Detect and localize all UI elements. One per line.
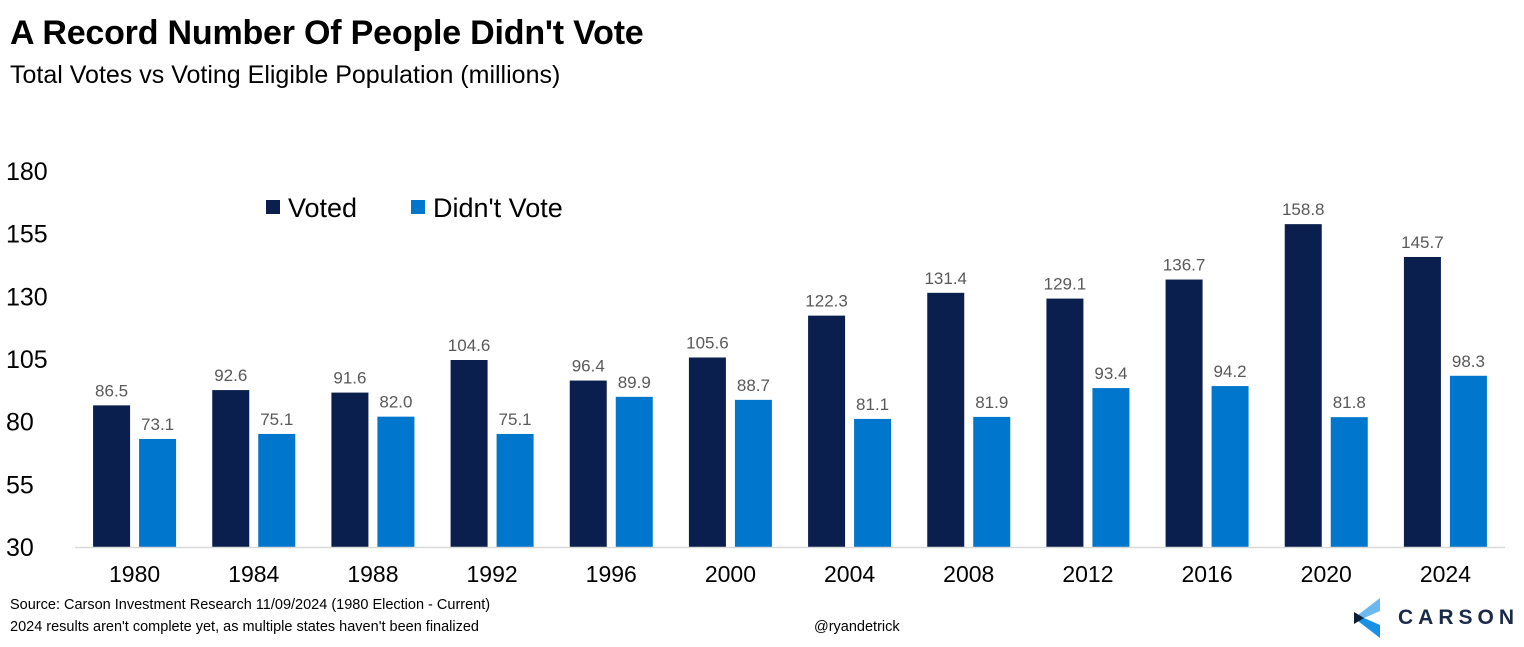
data-label-didnt-vote-2008: 81.9 xyxy=(975,393,1008,412)
data-label-voted-2008: 131.4 xyxy=(924,269,967,288)
bars xyxy=(93,224,1487,547)
bar-didnt-vote-2024 xyxy=(1449,375,1487,547)
data-label-voted-2020: 158.8 xyxy=(1282,200,1325,219)
data-label-didnt-vote-1988: 82.0 xyxy=(379,393,412,412)
author-handle: @ryandetrick xyxy=(814,619,900,635)
bar-voted-2012 xyxy=(1046,298,1084,547)
bar-didnt-vote-2004 xyxy=(854,418,892,547)
data-label-didnt-vote-2004: 81.1 xyxy=(856,395,889,414)
bar-didnt-vote-2000 xyxy=(734,399,772,547)
data-label-didnt-vote-2000: 88.7 xyxy=(737,376,770,395)
data-label-voted-2000: 105.6 xyxy=(686,333,729,352)
x-tick-label: 1980 xyxy=(109,561,160,587)
data-label-voted-2016: 136.7 xyxy=(1163,256,1206,275)
bar-didnt-vote-2020 xyxy=(1330,417,1368,547)
source-note: Source: Carson Investment Research 11/09… xyxy=(10,597,491,613)
data-label-didnt-vote-1980: 73.1 xyxy=(141,415,174,434)
x-tick-label: 1992 xyxy=(466,561,517,587)
y-axis: 30 55 80 105 130 155 180 xyxy=(6,158,48,562)
bar-didnt-vote-1996 xyxy=(615,396,653,547)
bar-didnt-vote-2012 xyxy=(1092,388,1130,547)
chart-title: A Record Number Of People Didn't Vote xyxy=(10,14,644,52)
bar-didnt-vote-1992 xyxy=(496,433,534,547)
x-axis: 1980 1984 1988 1992 1996 2000 2004 2008 2012 2016… xyxy=(109,561,1471,587)
legend-swatch-didnt-vote xyxy=(411,200,425,214)
data-label-voted-2004: 122.3 xyxy=(805,292,848,311)
x-tick-label: 2008 xyxy=(943,561,994,587)
data-label-voted-1984: 92.6 xyxy=(214,366,247,385)
y-tick-label: 130 xyxy=(6,283,48,311)
data-label-didnt-vote-1992: 75.1 xyxy=(499,410,532,429)
legend: Voted Didn't Vote xyxy=(266,193,563,223)
data-label-voted-2012: 129.1 xyxy=(1044,275,1087,294)
legend-swatch-voted xyxy=(266,200,280,214)
bar-voted-2020 xyxy=(1284,224,1322,547)
x-tick-label: 2024 xyxy=(1420,561,1471,587)
data-label-voted-1996: 96.4 xyxy=(572,357,605,376)
x-tick-label: 1988 xyxy=(347,561,398,587)
bar-didnt-vote-1984 xyxy=(258,433,296,547)
data-label-voted-1988: 91.6 xyxy=(333,369,366,388)
y-tick-label: 155 xyxy=(6,221,48,249)
bar-voted-1988 xyxy=(331,392,369,547)
bar-voted-2004 xyxy=(808,315,846,547)
x-tick-label: 2004 xyxy=(824,561,875,587)
x-tick-label: 1996 xyxy=(586,561,637,587)
x-tick-label: 2000 xyxy=(705,561,756,587)
bar-voted-2000 xyxy=(688,357,726,547)
logo-text: CARSON xyxy=(1398,606,1520,629)
data-label-voted-1992: 104.6 xyxy=(448,336,491,355)
data-label-didnt-vote-2020: 81.8 xyxy=(1333,393,1366,412)
y-tick-label: 30 xyxy=(6,534,34,562)
y-tick-label: 55 xyxy=(6,471,34,499)
x-tick-label: 1984 xyxy=(228,561,279,587)
bar-voted-1992 xyxy=(450,360,488,547)
data-label-didnt-vote-1996: 89.9 xyxy=(618,373,651,392)
data-label-didnt-vote-2016: 94.2 xyxy=(1214,362,1247,381)
legend-label-voted: Voted xyxy=(288,193,357,223)
chart-subtitle: Total Votes vs Voting Eligible Populatio… xyxy=(10,61,561,89)
x-tick-label: 2012 xyxy=(1062,561,1113,587)
bar-voted-1984 xyxy=(212,390,250,547)
y-tick-label: 180 xyxy=(6,158,48,186)
x-tick-label: 2020 xyxy=(1301,561,1352,587)
bar-voted-2016 xyxy=(1165,279,1203,547)
bar-voted-1996 xyxy=(569,380,607,547)
x-tick-label: 2016 xyxy=(1181,561,1232,587)
bar-didnt-vote-2016 xyxy=(1211,386,1249,547)
data-label-voted-2024: 145.7 xyxy=(1401,233,1444,252)
bar-didnt-vote-2008 xyxy=(973,416,1011,547)
bar-didnt-vote-1980 xyxy=(139,438,177,547)
y-tick-label: 105 xyxy=(6,346,48,374)
data-label-didnt-vote-2012: 93.4 xyxy=(1094,364,1127,383)
completeness-note: 2024 results aren't complete yet, as mul… xyxy=(10,619,479,635)
bar-voted-2024 xyxy=(1403,256,1441,547)
bar-voted-1980 xyxy=(93,405,131,547)
legend-label-didnt-vote: Didn't Vote xyxy=(433,193,563,223)
bar-didnt-vote-1988 xyxy=(377,416,415,547)
y-tick-label: 80 xyxy=(6,409,34,437)
carson-chevron-logo-icon xyxy=(1354,598,1380,638)
data-label-didnt-vote-2024: 98.3 xyxy=(1452,352,1485,371)
data-label-voted-1980: 86.5 xyxy=(95,381,128,400)
bar-voted-2008 xyxy=(927,292,965,547)
data-label-didnt-vote-1984: 75.1 xyxy=(260,410,293,429)
carson-logo: CARSON xyxy=(1354,598,1519,638)
data-labels: 86.5 73.1 92.6 75.1 91.6 82.0 104.6 75.1 96.4 89.… xyxy=(95,200,1485,434)
